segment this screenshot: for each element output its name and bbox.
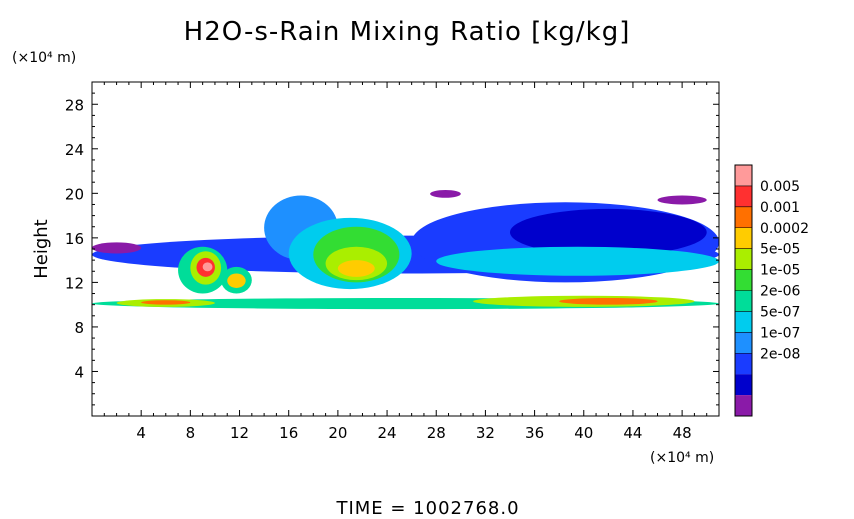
x-tick-label-32: 32 bbox=[476, 424, 495, 442]
contour-region-20 bbox=[430, 189, 461, 198]
x-tick-label-16: 16 bbox=[279, 424, 298, 442]
colorbar-label-8: 2e-08 bbox=[760, 346, 800, 362]
x-tick-label-24: 24 bbox=[378, 424, 397, 442]
colorbar-swatch-1 bbox=[735, 185, 752, 207]
colorbar-label-0: 0.005 bbox=[760, 179, 800, 195]
y-tick-label-24: 24 bbox=[65, 141, 84, 159]
colorbar-swatch-9 bbox=[735, 353, 752, 375]
colorbar-swatch-11 bbox=[735, 395, 752, 416]
colorbar-swatch-7 bbox=[735, 311, 752, 333]
colorbar-label-3: 5e-05 bbox=[760, 242, 800, 258]
x-tick-label-48: 48 bbox=[673, 424, 692, 442]
colorbar-swatch-0 bbox=[735, 165, 752, 186]
y-tick-label-20: 20 bbox=[65, 185, 84, 203]
y-tick-label-16: 16 bbox=[65, 230, 84, 248]
x-tick-label-44: 44 bbox=[623, 424, 642, 442]
chart-title: H2O-s-Rain Mixing Ratio [kg/kg] bbox=[184, 17, 631, 47]
x-tick-label-20: 20 bbox=[328, 424, 347, 442]
colorbar-swatch-3 bbox=[735, 227, 752, 249]
contour-region-19 bbox=[559, 297, 658, 305]
y-tick-label-12: 12 bbox=[65, 274, 84, 292]
colorbar-swatch-5 bbox=[735, 269, 752, 291]
y-tick-label-8: 8 bbox=[74, 319, 84, 337]
x-unit-label: (×10⁴ m) bbox=[650, 450, 714, 466]
colorbar-swatch-4 bbox=[735, 248, 752, 270]
contour-fill bbox=[92, 189, 719, 310]
colorbar-swatch-10 bbox=[735, 374, 752, 396]
contour-region-6 bbox=[337, 260, 375, 277]
time-readout: TIME = 1002768.0 bbox=[335, 498, 519, 519]
colorbar-swatch-8 bbox=[735, 332, 752, 354]
contour-region-17 bbox=[141, 300, 191, 305]
contour-region-9 bbox=[436, 246, 719, 276]
colorbar-label-1: 0.001 bbox=[760, 200, 800, 216]
x-tick-label-36: 36 bbox=[525, 424, 544, 442]
contour-region-22 bbox=[657, 195, 707, 205]
colorbar-label-5: 2e-06 bbox=[760, 284, 800, 300]
x-tick-label-40: 40 bbox=[574, 424, 593, 442]
y-unit-label: (×10⁴ m) bbox=[12, 50, 76, 66]
contour-region-15 bbox=[227, 273, 246, 288]
x-tick-label-12: 12 bbox=[230, 424, 249, 442]
contour-region-8 bbox=[510, 208, 707, 256]
y-tick-label-28: 28 bbox=[65, 96, 84, 114]
x-tick-label-4: 4 bbox=[136, 424, 146, 442]
colorbar-label-2: 0.0002 bbox=[760, 221, 809, 237]
x-tick-label-28: 28 bbox=[427, 424, 446, 442]
x-tick-label-8: 8 bbox=[186, 424, 196, 442]
y-axis-label: Height bbox=[31, 219, 52, 279]
contour-region-13 bbox=[202, 262, 213, 272]
colorbar-label-6: 5e-07 bbox=[760, 304, 800, 320]
contour-region-21 bbox=[92, 242, 142, 254]
colorbar-swatch-6 bbox=[735, 290, 752, 312]
colorbar-label-7: 1e-07 bbox=[760, 325, 800, 341]
colorbar-label-4: 1e-05 bbox=[760, 263, 800, 279]
y-tick-label-4: 4 bbox=[74, 363, 84, 381]
colorbar-swatch-2 bbox=[735, 206, 752, 228]
